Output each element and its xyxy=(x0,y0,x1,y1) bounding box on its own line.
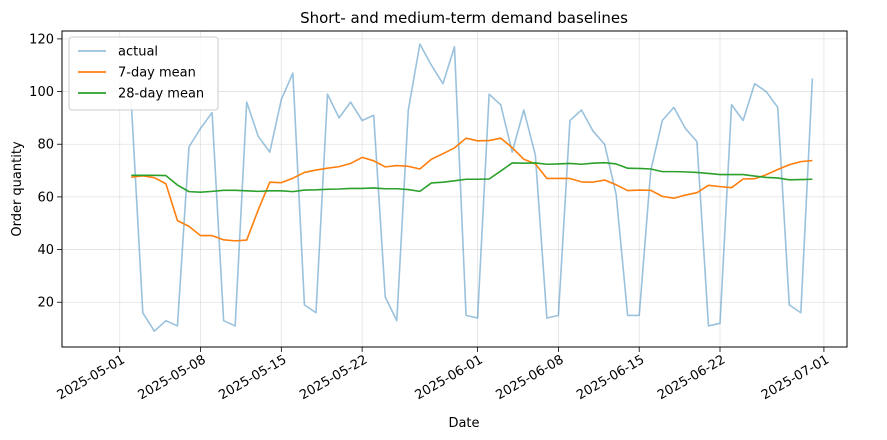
series-line-7-day-mean xyxy=(131,137,813,242)
y-tick-label: 60 xyxy=(37,190,54,205)
legend-label: 28-day mean xyxy=(118,87,204,102)
y-axis-label: Order quantity xyxy=(10,141,25,237)
legend: actual 7-day mean 28-day mean xyxy=(68,36,219,111)
legend-label: 7-day mean xyxy=(118,66,196,81)
y-tick-label: 20 xyxy=(37,296,54,311)
x-axis-label: Date xyxy=(448,416,479,431)
y-tick-label: 80 xyxy=(37,138,54,153)
series-line-28-day-mean xyxy=(131,161,813,193)
plot-lines xyxy=(130,43,814,333)
legend-box xyxy=(68,36,219,111)
y-tick-label: 120 xyxy=(29,32,54,47)
grid xyxy=(62,31,847,347)
legend-label: actual xyxy=(118,45,158,60)
plot-frame xyxy=(61,30,848,348)
y-tick-label: 100 xyxy=(29,85,54,100)
chart-title: Short- and medium-term demand baselines xyxy=(300,9,628,27)
y-tick-label: 40 xyxy=(37,243,54,258)
